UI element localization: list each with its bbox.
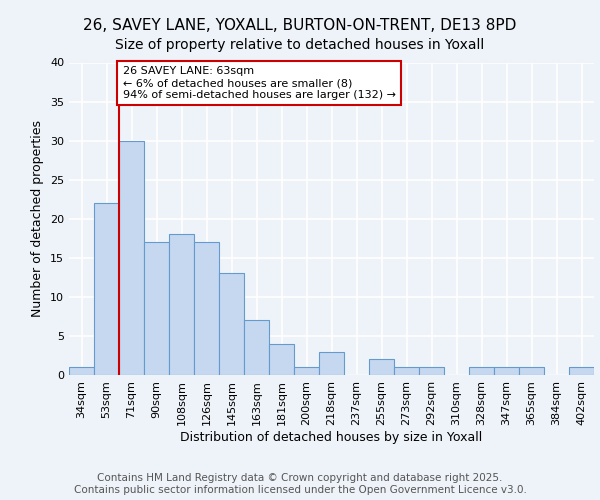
Bar (319, 352, 344, 375)
Text: Size of property relative to detached houses in Yoxall: Size of property relative to detached ho… (115, 38, 485, 52)
Bar (119, 140, 144, 375)
Bar (494, 367, 519, 375)
Bar (244, 320, 269, 375)
Y-axis label: Number of detached properties: Number of detached properties (31, 120, 44, 318)
X-axis label: Distribution of detached houses by size in Yoxall: Distribution of detached houses by size … (181, 430, 482, 444)
Bar (394, 367, 419, 375)
Bar (194, 242, 219, 375)
Bar (369, 360, 394, 375)
Bar (569, 367, 594, 375)
Bar (419, 367, 444, 375)
Text: 26, SAVEY LANE, YOXALL, BURTON-ON-TRENT, DE13 8PD: 26, SAVEY LANE, YOXALL, BURTON-ON-TRENT,… (83, 18, 517, 32)
Text: Contains HM Land Registry data © Crown copyright and database right 2025.
Contai: Contains HM Land Registry data © Crown c… (74, 474, 526, 495)
Bar (219, 274, 244, 375)
Bar (269, 344, 294, 375)
Bar (169, 234, 194, 375)
Bar (469, 367, 494, 375)
Bar (94, 203, 119, 375)
Bar (519, 367, 544, 375)
Bar (294, 367, 319, 375)
Bar (144, 242, 169, 375)
Text: 26 SAVEY LANE: 63sqm
← 6% of detached houses are smaller (8)
94% of semi-detache: 26 SAVEY LANE: 63sqm ← 6% of detached ho… (123, 66, 396, 100)
Bar (69, 367, 94, 375)
